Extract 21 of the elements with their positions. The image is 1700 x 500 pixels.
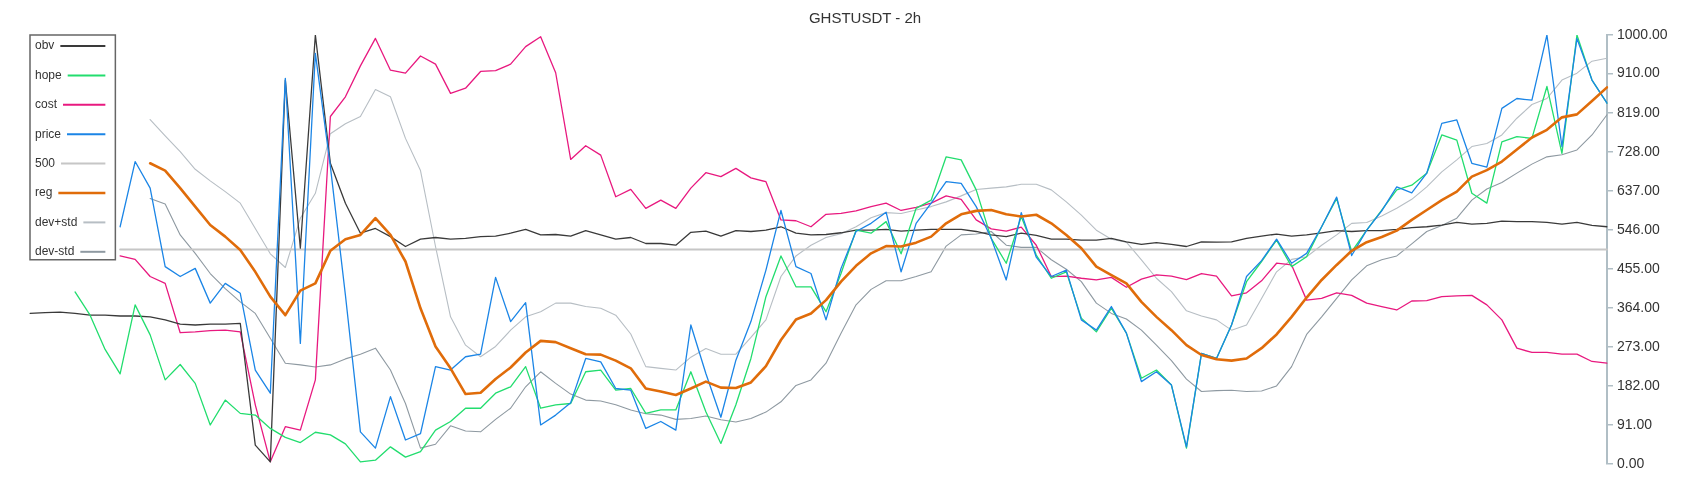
legend-label: obv [35,38,55,53]
y-tick-label: 910.00 [1617,64,1661,81]
legend-label: reg [35,185,53,200]
y-tick-label: 819.00 [1617,103,1661,120]
y-tick-label: 91.00 [1617,415,1653,432]
y-tick-label: 364.00 [1617,298,1661,315]
legend-label: hope [35,67,63,82]
y-tick-label: 273.00 [1617,337,1661,354]
legend-label: 500 [35,155,56,170]
legend-label: price [35,126,62,141]
legend-label: dev+std [35,214,78,229]
y-tick-label: 728.00 [1617,142,1661,159]
y-tick-label: 182.00 [1617,376,1661,393]
legend-label: dev-std [35,244,75,259]
chart-title: GHSTUSDT - 2h [808,9,922,27]
y-tick-label: 455.00 [1617,259,1661,276]
y-tick-label: 546.00 [1617,220,1661,237]
y-tick-label: 0.00 [1617,454,1645,471]
legend-label: cost [35,97,58,112]
y-tick-label: 1000.00 [1617,25,1668,42]
y-tick-label: 637.00 [1617,181,1661,198]
